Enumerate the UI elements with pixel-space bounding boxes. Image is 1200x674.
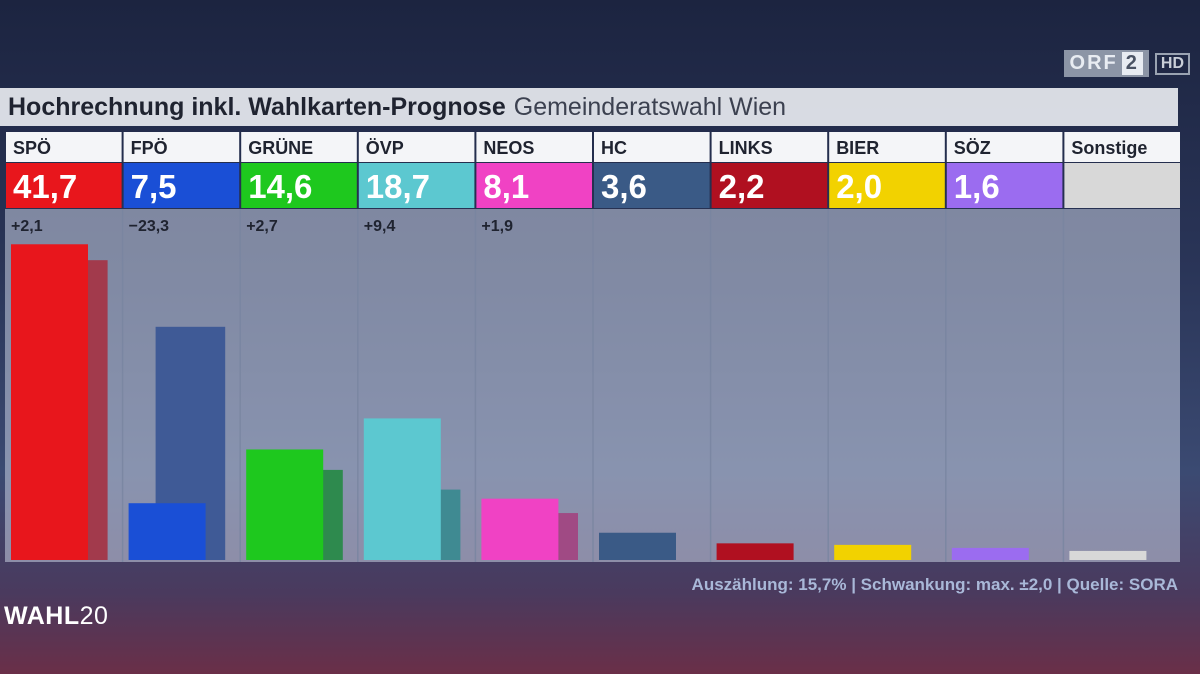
value-label-hc: 3,6	[601, 168, 647, 205]
current-bar-fpoe	[128, 503, 206, 560]
election-bar-chart: SPÖ 41,7 +2,1 FPÖ 7,5 −23,3 GRÜNE 14,6 +2,7 ÖVP 18…	[5, 132, 1180, 562]
party-name-box-spoe	[6, 132, 122, 162]
party-name-spoe: SPÖ	[13, 138, 51, 158]
party-name-sonstige: Sonstige	[1071, 138, 1147, 158]
show-logo-text: WAHL	[4, 602, 80, 630]
party-name-bier: BIER	[836, 138, 879, 158]
change-label-gruene: +2,7	[246, 218, 278, 235]
party-name-neos: NEOS	[483, 138, 534, 158]
value-label-gruene: 14,6	[248, 168, 312, 205]
current-bar-bier	[834, 544, 912, 560]
current-bar-neos	[481, 498, 559, 560]
current-bar-spoe	[11, 244, 88, 560]
value-box-gruene	[241, 163, 357, 208]
party-name-box-gruene	[241, 132, 357, 162]
current-bar-gruene	[246, 449, 324, 560]
party-name-box-oevp	[358, 132, 475, 162]
value-label-links: 2,2	[719, 168, 765, 205]
party-name-box-hc	[594, 132, 710, 162]
change-label-fpoe: −23,3	[129, 218, 170, 235]
party-name-box-soez	[946, 132, 1063, 162]
change-label-oevp: +9,4	[364, 218, 396, 235]
value-box-neos	[476, 163, 592, 208]
channel-number: 2	[1121, 52, 1143, 75]
value-label-spoe: 41,7	[13, 168, 77, 205]
party-name-fpoe: FPÖ	[131, 138, 168, 158]
party-name-links: LINKS	[719, 138, 773, 158]
party-name-hc: HC	[601, 138, 627, 158]
show-logo: WAHL20	[4, 602, 108, 631]
title-bar: Hochrechnung inkl. Wahlkarten-Prognose G…	[0, 88, 1178, 126]
current-bar-hc	[599, 532, 676, 560]
value-label-bier: 2,0	[836, 168, 882, 205]
party-name-box-bier	[829, 132, 945, 162]
value-box-oevp	[358, 163, 475, 208]
current-bar-sonstige	[1069, 550, 1147, 560]
value-box-soez	[946, 163, 1063, 208]
value-label-neos: 8,1	[483, 168, 529, 205]
current-bar-soez	[951, 547, 1029, 560]
current-bar-links	[716, 543, 794, 560]
party-name-box-neos	[476, 132, 592, 162]
hd-badge: HD	[1154, 52, 1190, 75]
chart-subtitle: Gemeinderatswahl Wien	[513, 92, 787, 121]
value-label-soez: 1,6	[954, 168, 1000, 205]
broadcaster-name: ORF	[1069, 52, 1118, 74]
value-label-oevp: 18,7	[366, 168, 430, 205]
value-box-fpoe	[123, 163, 240, 208]
party-name-soez: SÖZ	[954, 138, 991, 158]
show-logo-year: 20	[79, 602, 109, 630]
change-label-spoe: +2,1	[11, 218, 43, 235]
change-label-neos: +1,9	[481, 218, 513, 235]
party-name-box-sonstige	[1064, 132, 1180, 162]
value-box-spoe	[6, 163, 122, 208]
value-label-fpoe: 7,5	[131, 168, 177, 205]
current-bar-oevp	[363, 418, 441, 560]
orf-logo: ORF 2	[1063, 50, 1149, 77]
party-name-box-links	[711, 132, 828, 162]
chart-title: Hochrechnung inkl. Wahlkarten-Prognose	[8, 92, 506, 121]
party-name-oevp: ÖVP	[366, 138, 404, 158]
value-box-links	[711, 163, 828, 208]
value-box-sonstige	[1064, 163, 1180, 208]
value-box-bier	[829, 163, 945, 208]
party-name-box-fpoe	[123, 132, 240, 162]
channel-logo: ORF 2 HD	[1063, 50, 1190, 77]
value-box-hc	[594, 163, 710, 208]
party-name-gruene: GRÜNE	[248, 138, 313, 158]
footer-source: Auszählung: 15,7% | Schwankung: max. ±2,…	[691, 575, 1178, 594]
